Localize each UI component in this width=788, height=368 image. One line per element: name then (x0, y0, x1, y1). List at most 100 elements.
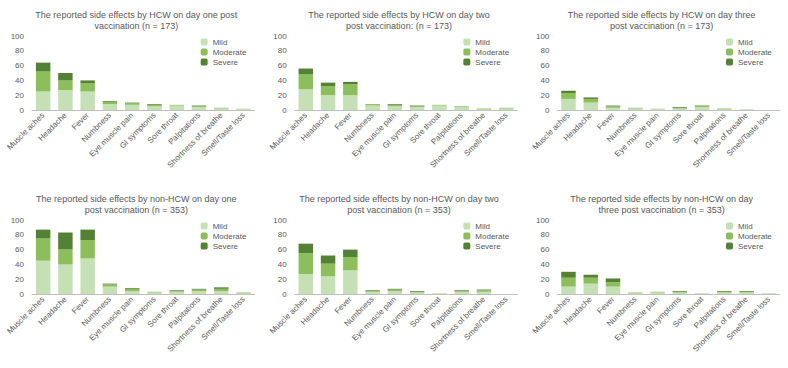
svg-text:Headache: Headache (562, 110, 594, 142)
svg-text:Smell/Taste loss: Smell/Taste loss (725, 111, 772, 158)
svg-text:The reported side effects by n: The reported side effects by non-HCW on … (570, 194, 753, 204)
svg-text:Smell/Taste loss: Smell/Taste loss (462, 295, 509, 342)
svg-text:Moderate: Moderate (738, 48, 772, 57)
svg-text:40: 40 (15, 76, 24, 85)
svg-text:Headache: Headache (562, 294, 594, 326)
svg-text:Mild: Mild (738, 222, 753, 231)
svg-text:60: 60 (15, 245, 24, 254)
svg-text:Shortness of breathe: Shortness of breathe (165, 110, 225, 170)
svg-text:Moderate: Moderate (738, 232, 772, 241)
svg-text:80: 80 (15, 46, 24, 55)
svg-text:0: 0 (282, 290, 287, 299)
svg-text:20: 20 (278, 275, 287, 284)
svg-text:Severe: Severe (738, 58, 764, 67)
svg-text:Shortness of breathe: Shortness of breathe (691, 110, 750, 170)
svg-text:post vaccination (n = 353): post vaccination (n = 353) (85, 205, 188, 215)
svg-text:80: 80 (278, 230, 287, 239)
svg-text:Shortness of breathe: Shortness of breathe (428, 110, 488, 170)
svg-text:Shortness of breathe: Shortness of breathe (165, 294, 225, 354)
svg-text:post vaccination (n = 353): post vaccination (n = 353) (347, 205, 450, 215)
svg-text:post vaccination: (n = 173): post vaccination: (n = 173) (346, 21, 452, 31)
svg-text:100: 100 (536, 216, 550, 225)
svg-text:Eye muscle pain: Eye muscle pain (87, 110, 136, 159)
svg-text:GI symptoms: GI symptoms (380, 294, 421, 335)
svg-text:100: 100 (273, 216, 287, 225)
svg-text:80: 80 (540, 46, 549, 55)
svg-text:GI symptoms: GI symptoms (118, 110, 158, 151)
svg-text:Moderate: Moderate (213, 232, 247, 241)
svg-text:Smell/Taste loss: Smell/Taste loss (462, 111, 509, 158)
svg-text:Smell/Taste loss: Smell/Taste loss (725, 295, 772, 342)
svg-text:20: 20 (15, 275, 24, 284)
svg-text:Eye muscle pain: Eye muscle pain (350, 110, 398, 159)
svg-text:Moderate: Moderate (213, 48, 247, 57)
svg-text:Moderate: Moderate (475, 48, 509, 57)
svg-text:Muscle aches: Muscle aches (5, 295, 46, 336)
svg-text:Severe: Severe (475, 242, 501, 251)
svg-text:60: 60 (278, 245, 287, 254)
svg-text:0: 0 (20, 106, 25, 115)
svg-text:The reported side effects by H: The reported side effects by HCW on day … (308, 10, 489, 20)
svg-text:20: 20 (540, 91, 549, 100)
svg-text:The reported side effects by H: The reported side effects by HCW on day … (568, 10, 756, 20)
svg-text:Headache: Headache (36, 294, 68, 326)
svg-text:20: 20 (540, 275, 549, 284)
svg-text:Headache: Headache (299, 110, 331, 142)
svg-text:GI symptoms: GI symptoms (380, 110, 421, 151)
svg-text:Muscle aches: Muscle aches (531, 295, 572, 336)
svg-text:three post vaccination (n = 35: three post vaccination (n = 353) (599, 205, 725, 215)
svg-text:Headache: Headache (36, 110, 68, 142)
svg-text:20: 20 (278, 91, 287, 100)
svg-text:Smell/Taste loss: Smell/Taste loss (200, 111, 247, 158)
svg-text:40: 40 (278, 260, 287, 269)
svg-text:The reported side effects by H: The reported side effects by HCW on day … (35, 10, 237, 20)
svg-text:Muscle aches: Muscle aches (5, 111, 46, 152)
svg-text:60: 60 (15, 61, 24, 70)
svg-text:60: 60 (540, 245, 549, 254)
svg-text:60: 60 (278, 61, 287, 70)
svg-text:80: 80 (278, 46, 287, 55)
svg-text:0: 0 (545, 290, 550, 299)
svg-text:0: 0 (545, 106, 550, 115)
svg-text:Mild: Mild (213, 38, 228, 47)
svg-text:100: 100 (11, 216, 25, 225)
svg-text:40: 40 (15, 260, 24, 269)
svg-text:80: 80 (15, 230, 24, 239)
svg-text:100: 100 (273, 32, 287, 41)
svg-text:Muscle aches: Muscle aches (531, 111, 572, 152)
svg-text:post vaccination (n = 173): post vaccination (n = 173) (610, 21, 713, 31)
svg-text:0: 0 (282, 106, 287, 115)
svg-text:Severe: Severe (213, 58, 239, 67)
svg-text:Smell/Taste loss: Smell/Taste loss (200, 295, 247, 342)
svg-text:Shortness of breathe: Shortness of breathe (691, 294, 750, 354)
svg-text:GI symptoms: GI symptoms (643, 110, 683, 151)
svg-text:0: 0 (20, 290, 25, 299)
svg-text:40: 40 (540, 260, 549, 269)
svg-text:60: 60 (540, 61, 549, 70)
svg-text:Headache: Headache (299, 294, 331, 326)
svg-text:Mild: Mild (475, 38, 490, 47)
svg-text:20: 20 (15, 91, 24, 100)
svg-text:The reported side effects by n: The reported side effects by non-HCW on … (36, 194, 236, 204)
svg-text:Mild: Mild (213, 222, 228, 231)
svg-text:100: 100 (536, 32, 550, 41)
svg-text:Moderate: Moderate (475, 232, 509, 241)
svg-text:Eye muscle pain: Eye muscle pain (612, 294, 661, 343)
svg-text:40: 40 (278, 76, 287, 85)
svg-text:Severe: Severe (213, 242, 239, 251)
svg-text:Mild: Mild (475, 222, 490, 231)
svg-text:40: 40 (540, 76, 549, 85)
svg-text:100: 100 (11, 32, 25, 41)
svg-text:Muscle aches: Muscle aches (268, 295, 309, 336)
svg-text:Shortness of breathe: Shortness of breathe (428, 294, 488, 354)
svg-text:Severe: Severe (475, 58, 501, 67)
svg-text:Severe: Severe (738, 242, 764, 251)
svg-text:Muscle aches: Muscle aches (268, 111, 309, 152)
svg-text:vaccination (n = 173): vaccination (n = 173) (94, 21, 178, 31)
svg-text:Eye muscle pain: Eye muscle pain (350, 294, 398, 343)
svg-text:Mild: Mild (738, 38, 753, 47)
svg-text:The reported side effects by n: The reported side effects by non-HCW on … (299, 194, 498, 204)
svg-text:80: 80 (540, 230, 549, 239)
svg-text:Eye muscle pain: Eye muscle pain (87, 294, 136, 343)
svg-text:Eye muscle pain: Eye muscle pain (612, 110, 661, 159)
